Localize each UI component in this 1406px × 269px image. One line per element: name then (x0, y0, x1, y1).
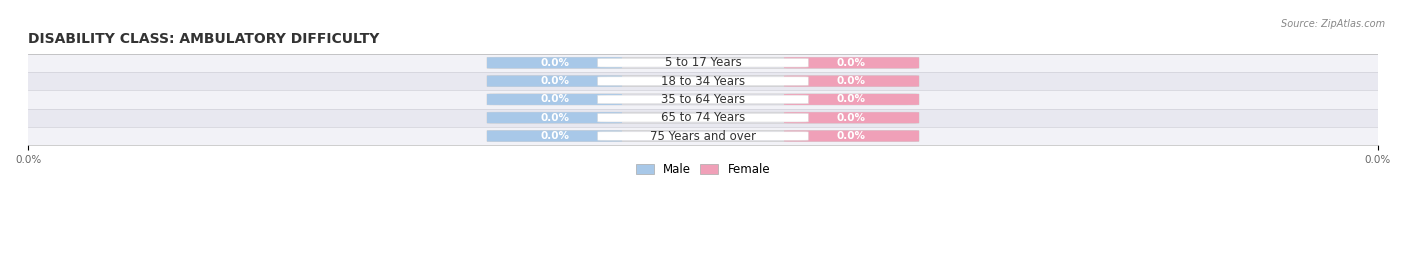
Text: 35 to 64 Years: 35 to 64 Years (661, 93, 745, 106)
FancyBboxPatch shape (486, 112, 621, 123)
FancyBboxPatch shape (486, 130, 920, 141)
Text: DISABILITY CLASS: AMBULATORY DIFFICULTY: DISABILITY CLASS: AMBULATORY DIFFICULTY (28, 32, 380, 46)
FancyBboxPatch shape (785, 94, 920, 105)
Text: 18 to 34 Years: 18 to 34 Years (661, 75, 745, 88)
Text: 0.0%: 0.0% (837, 58, 866, 68)
Text: 0.0%: 0.0% (837, 113, 866, 123)
Legend: Male, Female: Male, Female (631, 158, 775, 180)
Text: 0.0%: 0.0% (837, 131, 866, 141)
Bar (28, 127, 1378, 145)
Bar (28, 54, 1378, 72)
Text: 0.0%: 0.0% (540, 76, 569, 86)
FancyBboxPatch shape (598, 132, 808, 140)
FancyBboxPatch shape (486, 130, 621, 141)
FancyBboxPatch shape (598, 114, 808, 122)
FancyBboxPatch shape (486, 57, 621, 68)
Text: Source: ZipAtlas.com: Source: ZipAtlas.com (1281, 19, 1385, 29)
FancyBboxPatch shape (486, 57, 920, 68)
FancyBboxPatch shape (598, 77, 808, 85)
Text: 0.0%: 0.0% (540, 94, 569, 104)
FancyBboxPatch shape (598, 59, 808, 67)
FancyBboxPatch shape (486, 94, 920, 105)
FancyBboxPatch shape (486, 76, 920, 87)
FancyBboxPatch shape (785, 112, 920, 123)
Text: 75 Years and over: 75 Years and over (650, 129, 756, 143)
FancyBboxPatch shape (785, 130, 920, 141)
FancyBboxPatch shape (486, 76, 621, 87)
Text: 0.0%: 0.0% (837, 76, 866, 86)
FancyBboxPatch shape (486, 112, 920, 123)
Bar (28, 72, 1378, 90)
Text: 5 to 17 Years: 5 to 17 Years (665, 56, 741, 69)
Text: 0.0%: 0.0% (837, 94, 866, 104)
Text: 0.0%: 0.0% (540, 113, 569, 123)
Text: 65 to 74 Years: 65 to 74 Years (661, 111, 745, 124)
FancyBboxPatch shape (598, 95, 808, 104)
FancyBboxPatch shape (785, 76, 920, 87)
FancyBboxPatch shape (785, 57, 920, 68)
FancyBboxPatch shape (486, 94, 621, 105)
Bar (28, 109, 1378, 127)
Text: 0.0%: 0.0% (540, 131, 569, 141)
Bar (28, 90, 1378, 109)
Text: 0.0%: 0.0% (540, 58, 569, 68)
